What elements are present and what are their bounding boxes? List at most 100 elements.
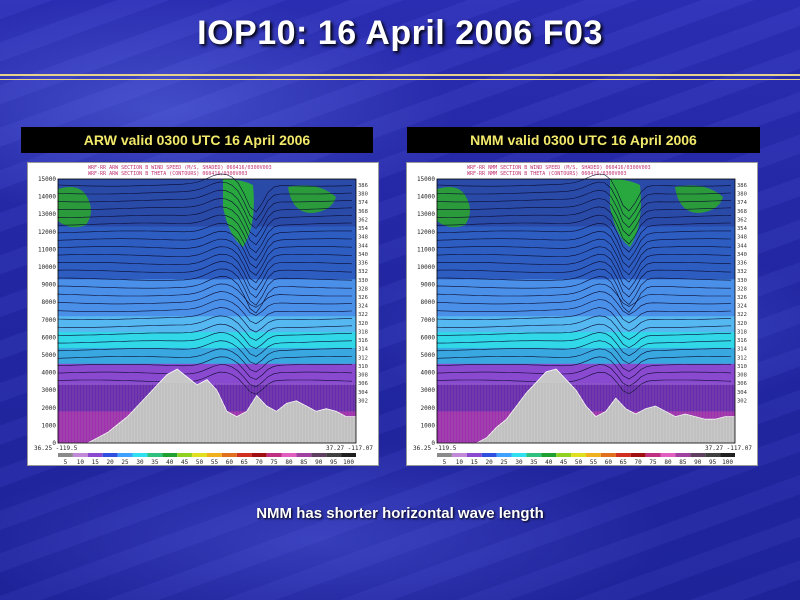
colorbar-swatch xyxy=(466,453,482,457)
wind-shade-band xyxy=(437,363,735,386)
theta-label: 322 xyxy=(358,312,368,318)
colorbar-swatch xyxy=(481,453,497,457)
theta-label: 374 xyxy=(358,200,369,206)
y-tick-label: 6000 xyxy=(42,334,57,341)
theta-label: 322 xyxy=(737,312,747,318)
theta-label: 348 xyxy=(358,235,368,241)
y-tick-label: 8000 xyxy=(42,299,57,306)
theta-label: 330 xyxy=(737,278,747,284)
colorbar-swatch xyxy=(311,453,327,457)
theta-label: 330 xyxy=(358,278,368,284)
theta-label: 336 xyxy=(358,261,368,267)
colorbar-swatch xyxy=(72,453,88,457)
colorbar-tick: 10 xyxy=(77,459,85,465)
theta-label: 368 xyxy=(358,209,368,215)
colorbar-tick: 60 xyxy=(605,459,613,465)
y-tick-label: 1000 xyxy=(42,422,57,429)
colorbar-tick: 100 xyxy=(722,459,733,465)
y-tick-label: 11000 xyxy=(417,246,435,253)
colorbar-swatch xyxy=(192,453,207,457)
colorbar-swatch xyxy=(326,453,342,457)
colorbar-tick: 100 xyxy=(343,459,354,465)
colorbar-tick: 60 xyxy=(226,459,234,465)
slide-title: IOP10: 16 April 2006 F03 xyxy=(197,14,603,52)
y-tick-label: 4000 xyxy=(42,370,57,377)
colorbar-tick: 40 xyxy=(545,459,553,465)
colorbar-swatch xyxy=(526,453,542,457)
slide-footer: NMM has shorter horizontal wave length xyxy=(256,505,544,522)
colorbar-swatch xyxy=(87,453,103,457)
colorbar-swatch xyxy=(660,453,676,457)
theta-label: 362 xyxy=(358,217,368,223)
colorbar-tick: 85 xyxy=(300,459,308,465)
y-tick-label: 4000 xyxy=(421,370,436,377)
title-rule xyxy=(0,74,800,76)
colorbar-tick: 20 xyxy=(486,459,494,465)
colorbar-swatch xyxy=(645,453,661,457)
colorbar-swatch xyxy=(236,453,252,457)
colorbar-swatch xyxy=(102,453,118,457)
colorbar-tick: 15 xyxy=(471,459,479,465)
theta-label: 344 xyxy=(358,243,369,249)
colorbar-tick: 65 xyxy=(620,459,628,465)
plot-header-wind: WRF-RR ARW SECTION B WIND SPEED (M/S, SH… xyxy=(88,165,272,171)
theta-label: 386 xyxy=(358,183,368,189)
theta-label: 308 xyxy=(737,373,747,379)
y-tick-label: 7000 xyxy=(42,317,57,324)
theta-label: 304 xyxy=(737,390,748,396)
plot-header-wind: WRF-RR NMM SECTION B WIND SPEED (M/S, SH… xyxy=(467,165,651,171)
y-tick-label: 1000 xyxy=(421,422,436,429)
colorbar-tick: 10 xyxy=(456,459,464,465)
colorbar-tick: 20 xyxy=(107,459,115,465)
colorbar-tick: 80 xyxy=(664,459,672,465)
theta-label: 320 xyxy=(358,321,368,327)
theta-label: 304 xyxy=(358,390,369,396)
wind-shade-band xyxy=(437,226,735,280)
colorbar-swatch xyxy=(58,453,73,457)
theta-label: 324 xyxy=(737,304,748,310)
colorbar-swatch xyxy=(720,453,735,457)
y-tick-label: 13000 xyxy=(417,211,435,218)
theta-contours xyxy=(436,173,732,395)
colorbar-tick: 95 xyxy=(709,459,717,465)
colorbar-swatch xyxy=(690,453,706,457)
theta-label: 310 xyxy=(737,364,747,370)
x-end-label: 37.27 -117.07 xyxy=(326,445,373,452)
colorbar-tick: 5 xyxy=(64,459,68,465)
wind-shade-band xyxy=(437,332,735,349)
plot-frame xyxy=(436,178,736,444)
y-tick-label: 15000 xyxy=(38,176,56,183)
y-tick-label: 9000 xyxy=(421,282,436,289)
theta-label: 386 xyxy=(737,183,747,189)
theta-label: 312 xyxy=(358,355,368,361)
theta-label: 312 xyxy=(737,355,747,361)
colorbar-swatch xyxy=(221,453,237,457)
theta-label: 318 xyxy=(737,329,747,335)
colorbar-swatch xyxy=(132,453,148,457)
y-tick-label: 5000 xyxy=(421,352,436,359)
colorbar-swatch xyxy=(162,453,178,457)
theta-label: 302 xyxy=(358,398,368,404)
y-tick-label: 7000 xyxy=(421,317,436,324)
colorbar-tick: 50 xyxy=(575,459,583,465)
colorbar-swatch xyxy=(177,453,193,457)
y-tick-label: 0 xyxy=(431,440,435,447)
theta-label: 314 xyxy=(737,347,748,353)
colorbar-swatch xyxy=(511,453,527,457)
x-start-label: 36.25 -119.5 xyxy=(413,445,457,452)
colorbar-swatch xyxy=(556,453,572,457)
theta-label: 306 xyxy=(358,381,368,387)
plot-frame xyxy=(57,178,357,444)
colorbar-swatch xyxy=(541,453,557,457)
theta-label: 320 xyxy=(737,321,747,327)
theta-label: 348 xyxy=(737,235,747,241)
y-tick-label: 12000 xyxy=(38,229,56,236)
colorbar-swatch xyxy=(207,453,222,457)
wind-shade-band xyxy=(223,179,254,247)
x-start-label: 36.25 -119.5 xyxy=(34,445,78,452)
colorbar-tick: 55 xyxy=(211,459,219,465)
colorbar-swatch xyxy=(451,453,467,457)
theta-label: 302 xyxy=(737,398,747,404)
theta-label: 344 xyxy=(737,243,748,249)
colorbar-swatch xyxy=(705,453,721,457)
